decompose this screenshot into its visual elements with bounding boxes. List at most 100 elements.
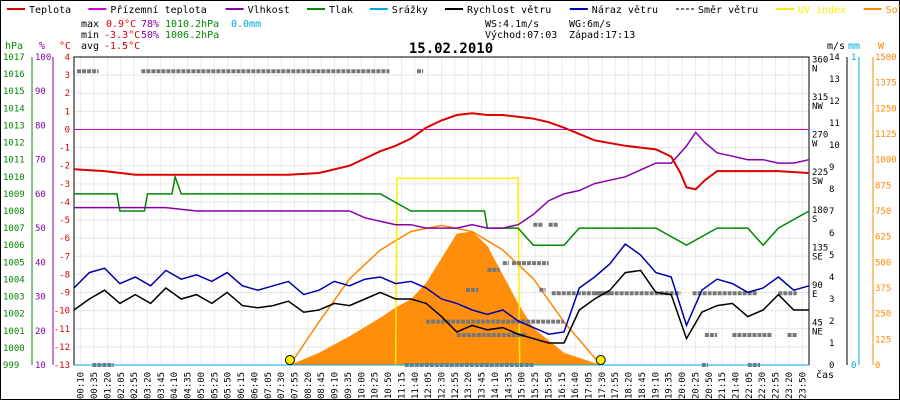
tick-x-22: 10:25	[371, 372, 381, 399]
tick-x-35: 15:50	[544, 372, 554, 399]
tick-x-15: 07:30	[277, 372, 287, 399]
tick-wind-7: 7	[829, 207, 834, 217]
tick-solar-5: 625	[875, 233, 891, 243]
stat-max-rain: 0.0mm	[231, 19, 261, 30]
tick-pres-11: 1010	[3, 173, 25, 183]
tick-wind-13: 13	[829, 75, 840, 85]
tick-solar-6: 750	[875, 207, 891, 217]
sun-marker-sunset	[595, 355, 606, 365]
tick-x-14: 07:05	[264, 372, 274, 399]
tick-temp-5: -8	[59, 270, 70, 280]
tick-x-27: 12:30	[438, 372, 448, 399]
tick-pres-13: 1012	[3, 139, 25, 149]
tick-dir-val-0: 45	[812, 318, 823, 328]
tick-wind-4: 4	[829, 273, 834, 283]
series-wind-gust	[73, 242, 810, 335]
tick-solar-1: 125	[875, 335, 891, 345]
tick-hum-9: 100	[35, 53, 51, 63]
tick-x-21: 10:00	[357, 372, 367, 399]
tick-temp-14: 1	[65, 107, 70, 117]
tick-temp-17: 4	[65, 53, 70, 63]
tick-pres-2: 1001	[3, 327, 25, 337]
tick-x-26: 12:05	[424, 372, 434, 399]
tick-pres-4: 1003	[3, 293, 25, 303]
stats-block: max 0.9°C 78% 1010.2hPa 0.0mm min -3.3°C…	[81, 19, 635, 52]
tick-x-7: 04:10	[170, 372, 180, 399]
tick-hum-2: 30	[35, 293, 46, 303]
tick-x-28: 12:55	[451, 372, 461, 399]
tick-x-0: 00:10	[77, 372, 87, 399]
unit-w: W	[878, 41, 885, 52]
tick-x-53: 23:20	[785, 372, 795, 399]
stat-avg-label: avg	[81, 41, 99, 52]
tick-pres-9: 1008	[3, 207, 25, 217]
unit-ms: m/s	[827, 41, 845, 52]
tick-x-48: 21:15	[718, 372, 728, 399]
legend-label-9: Solar	[886, 5, 900, 16]
sun-marker-sunrise	[284, 355, 295, 365]
tick-dir-lbl-5: W	[812, 140, 818, 150]
unit-celsius: °C	[59, 41, 71, 52]
tick-x-49: 21:40	[732, 372, 742, 399]
stat-ws: WS:4.1m/s	[485, 19, 539, 30]
legend-label-0: Teplota	[29, 5, 71, 16]
tick-x-8: 04:35	[184, 372, 194, 399]
tick-pres-5: 1004	[3, 275, 25, 285]
tick-x-33: 15:00	[518, 372, 528, 399]
tick-x-31: 14:10	[491, 372, 501, 399]
tick-x-5: 03:20	[144, 372, 154, 399]
tick-x-17: 08:20	[304, 372, 314, 399]
tick-x-20: 09:35	[344, 372, 354, 399]
series-solar-area	[289, 231, 601, 365]
tick-x-44: 19:35	[665, 372, 675, 399]
tick-hum-5: 60	[35, 190, 46, 200]
tick-temp-15: 2	[65, 89, 70, 99]
stat-min-hum: 50%	[141, 30, 159, 41]
tick-wind-3: 3	[829, 295, 834, 305]
tick-temp-2: -11	[54, 325, 70, 335]
series-solar-theoretical	[289, 224, 602, 366]
tick-temp-8: -5	[59, 216, 70, 226]
tick-x-40: 17:55	[611, 372, 621, 399]
tick-temp-4: -9	[59, 289, 70, 299]
unit-mm: mm	[848, 41, 860, 52]
tick-temp-0: -13	[54, 361, 70, 371]
tick-x-50: 22:05	[745, 372, 755, 399]
tick-pres-8: 1007	[3, 224, 25, 234]
tick-x-12: 06:15	[237, 372, 247, 399]
tick-dir-val-4: 225	[812, 168, 828, 178]
tick-x-54: 23:50	[798, 372, 808, 399]
tick-x-11: 05:50	[224, 372, 234, 399]
tick-x-46: 20:25	[691, 372, 701, 399]
series-temperature	[73, 112, 810, 191]
legend-label-3: Tlak	[329, 5, 353, 16]
left-unit-labels: hPa % °C	[5, 41, 71, 52]
tick-wind-2: 2	[829, 317, 834, 327]
tick-x-52: 22:55	[772, 372, 782, 399]
tick-solar-7: 875	[875, 181, 891, 191]
legend-label-1: Přízemní teplota	[110, 4, 206, 16]
tick-x-19: 09:10	[331, 372, 341, 399]
tick-wind-0: 0	[829, 361, 834, 371]
tick-x-4: 02:55	[130, 372, 140, 399]
tick-x-18: 08:45	[317, 372, 327, 399]
tick-dir-lbl-0: NE	[812, 327, 823, 337]
tick-x-30: 13:45	[478, 372, 488, 399]
tick-dir-lbl-6: NW	[812, 102, 823, 112]
series-uv-index	[394, 177, 521, 366]
tick-temp-3: -10	[54, 307, 70, 317]
tick-pres-6: 1005	[3, 258, 25, 268]
tick-x-34: 15:25	[531, 372, 541, 399]
tick-hum-3: 40	[35, 258, 46, 268]
legend-label-7: Směr větru	[698, 4, 758, 16]
stat-min-label: min	[81, 30, 99, 41]
tick-pres-7: 1006	[3, 241, 25, 251]
tick-x-10: 05:25	[210, 372, 220, 399]
series-humidity	[74, 131, 810, 229]
tick-x-51: 22:30	[758, 372, 768, 399]
x-axis-unit: čas	[816, 369, 834, 381]
legend-label-2: Vlhkost	[248, 5, 290, 16]
tick-x-23: 10:50	[384, 372, 394, 399]
